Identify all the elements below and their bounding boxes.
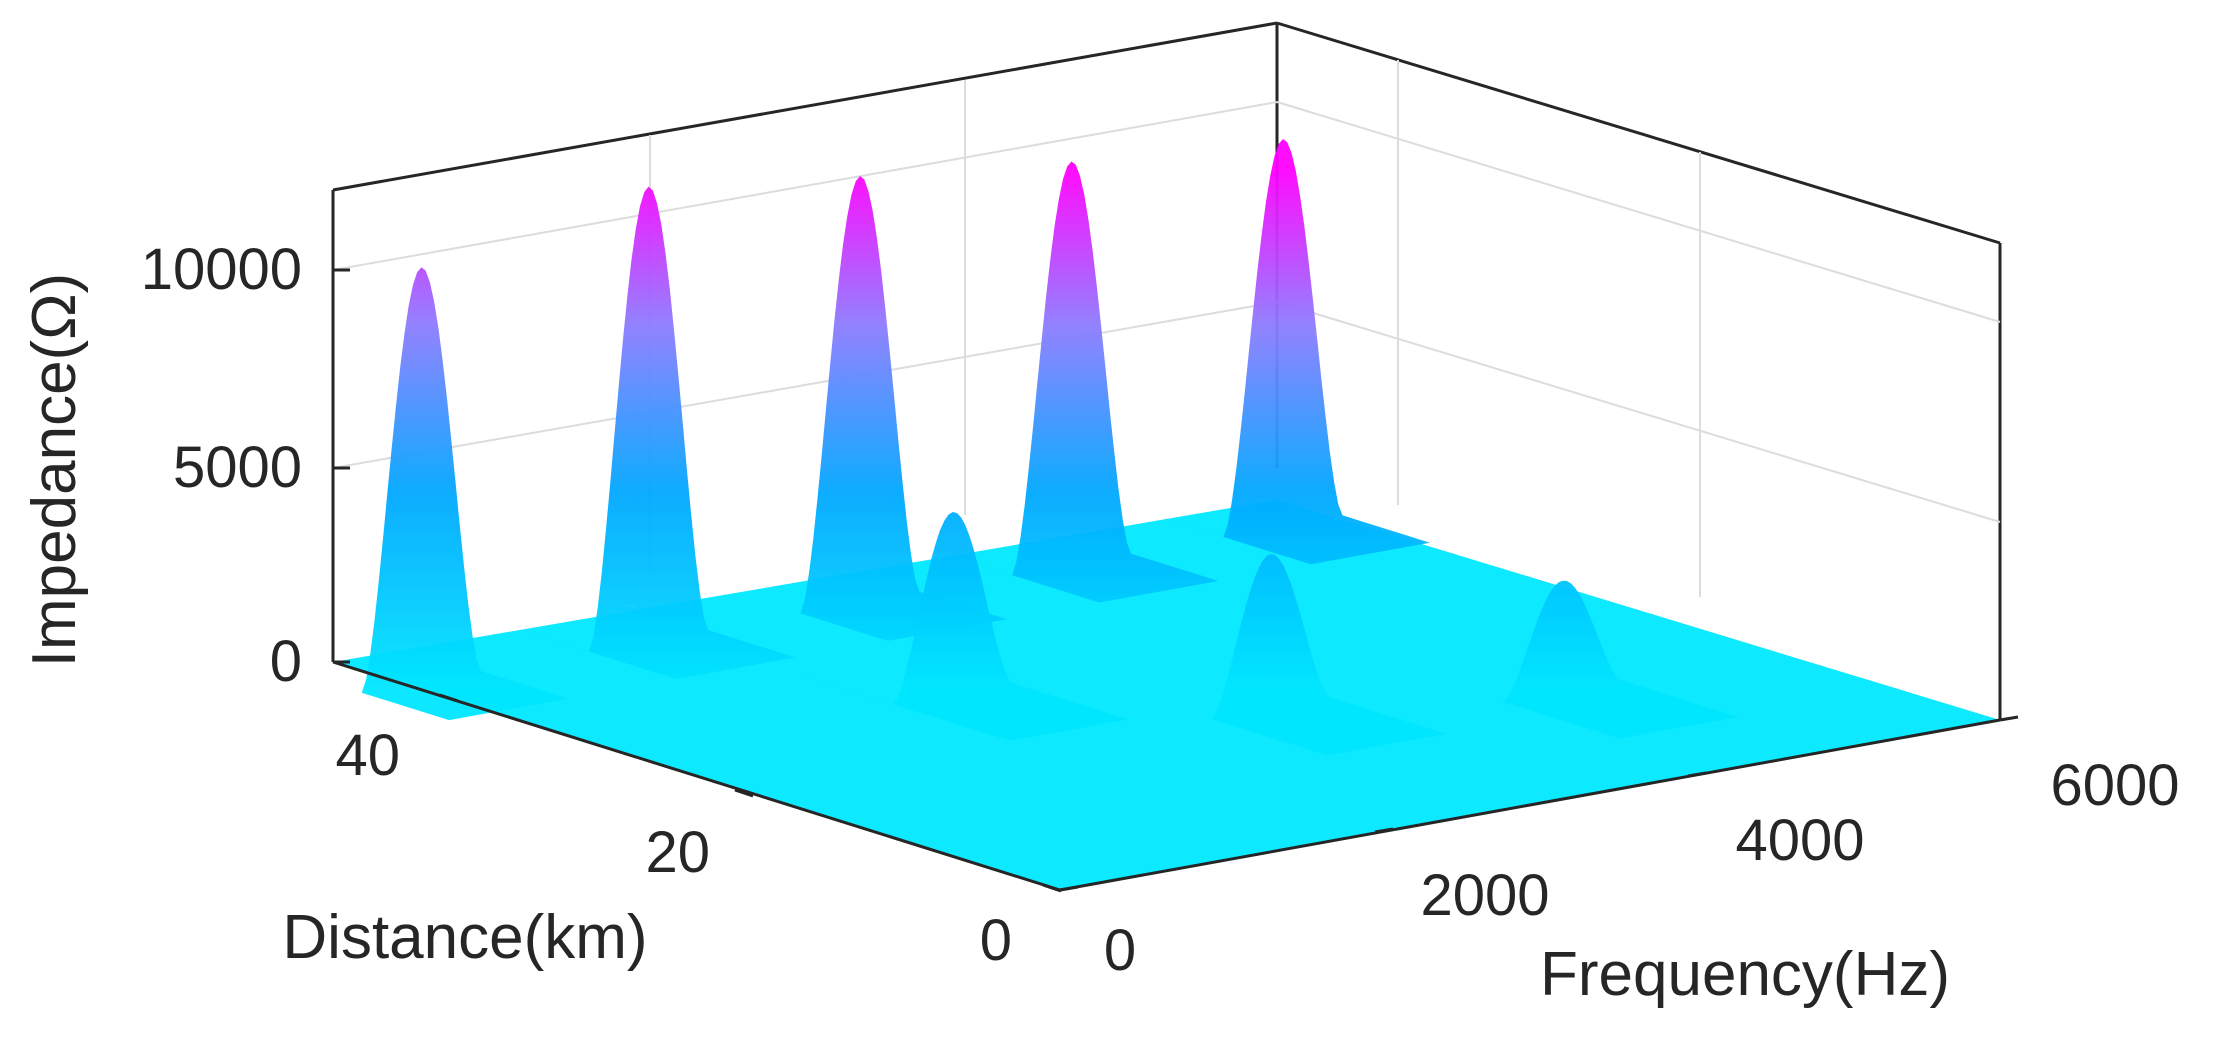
- distance-tick-label-20: 20: [645, 820, 710, 885]
- distance-tick-20: [734, 788, 754, 798]
- surface-peak: [1136, 139, 1430, 565]
- grid-line: [332, 101, 1278, 271]
- grid: [332, 60, 2001, 597]
- tick-labels: 10000 5000 0 40 20 0 0 2000 4000 6000: [141, 237, 2180, 983]
- frequency-axis-label: Frequency(Hz): [1540, 940, 1950, 1009]
- surface-peaks: [274, 139, 1739, 756]
- surface-peak: [713, 176, 1007, 641]
- back-wall-top-right: [1276, 21, 2001, 245]
- distance-tick-40: [439, 693, 459, 703]
- surface-peak: [924, 161, 1219, 603]
- frequency-axis-line: [1059, 718, 2001, 892]
- surface-peak: [1386, 580, 1739, 739]
- ticks: [333, 268, 2019, 893]
- distance-axis-label: Distance(km): [282, 903, 647, 972]
- surface-peak: [274, 267, 569, 721]
- z-axis-label: Impedance(Ω): [20, 273, 89, 667]
- z-tick-label-0: 0: [270, 629, 302, 694]
- grid-line: [1276, 301, 2001, 523]
- z-tick-label-5000: 5000: [173, 435, 302, 500]
- frequency-tick-label-6000: 6000: [2050, 753, 2179, 818]
- grid-line: [332, 301, 1278, 469]
- grid-line: [1276, 101, 2001, 323]
- frequency-tick-0: [1059, 885, 1079, 892]
- distance-tick-label-0: 0: [980, 908, 1012, 973]
- z-tick-label-10000: 10000: [141, 237, 302, 302]
- distance-tick-0: [1042, 883, 1062, 893]
- frequency-tick-label-0: 0: [1104, 918, 1136, 983]
- frequency-tick-2000: [1374, 827, 1394, 834]
- surface-peak: [501, 186, 796, 679]
- frequency-tick-label-2000: 2000: [1420, 863, 1549, 928]
- surface-peak: [1094, 554, 1447, 756]
- frequency-tick-4000: [1687, 771, 1707, 778]
- back-wall-top-left: [332, 21, 1278, 192]
- frequency-tick-6000: [1999, 715, 2019, 722]
- surface-peak: [776, 512, 1129, 741]
- distance-tick-label-40: 40: [335, 723, 400, 788]
- frequency-tick-label-4000: 4000: [1735, 808, 1864, 873]
